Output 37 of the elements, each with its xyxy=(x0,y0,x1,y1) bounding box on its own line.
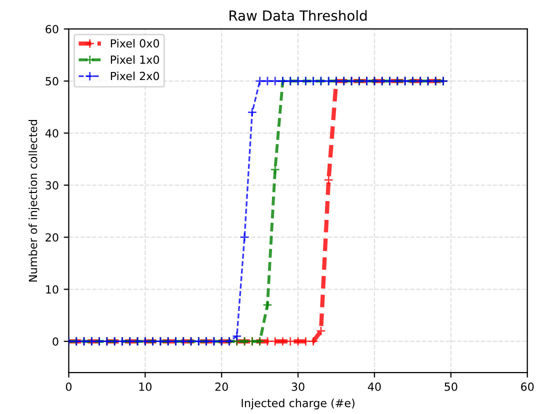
y-tick-label: 40 xyxy=(45,129,58,138)
y-tick-label: 30 xyxy=(46,181,58,190)
legend-label: Pixel 0x0 xyxy=(110,38,160,48)
x-tick-label: 60 xyxy=(521,382,534,391)
point xyxy=(254,76,265,86)
point xyxy=(293,336,303,346)
point xyxy=(300,336,311,346)
point xyxy=(278,336,288,346)
point xyxy=(316,326,326,336)
y-axis-title: Number of injection collected xyxy=(28,120,40,282)
point xyxy=(324,175,334,185)
chart-title: Raw Data Threshold xyxy=(230,10,367,21)
y-tick-label: 50 xyxy=(46,77,58,86)
legend-label: Pixel 2x0 xyxy=(110,72,160,80)
y-tick-label: 0 xyxy=(52,337,58,346)
y-tick-label: 10 xyxy=(46,285,58,294)
x-tick-label: 50 xyxy=(444,382,458,391)
x-tick-label: 10 xyxy=(139,382,152,391)
x-tick-label: 30 xyxy=(292,382,304,391)
point xyxy=(232,331,242,342)
point xyxy=(247,107,258,118)
point xyxy=(262,76,272,86)
x-tick-label: 20 xyxy=(215,382,228,391)
point xyxy=(270,164,280,174)
y-tick-label: 20 xyxy=(46,233,58,242)
x-tick-label: 0 xyxy=(66,382,72,391)
y-tick-label: 60 xyxy=(46,24,58,34)
point xyxy=(262,336,272,346)
legend-label: Pixel 1x0 xyxy=(110,55,160,64)
x-tick-label: 40 xyxy=(368,382,381,391)
point xyxy=(240,232,250,242)
point xyxy=(286,336,296,346)
point xyxy=(270,76,280,86)
point xyxy=(270,336,280,346)
point xyxy=(308,336,318,346)
point xyxy=(262,300,272,310)
x-axis-title: Injected charge (#e) xyxy=(242,398,354,410)
